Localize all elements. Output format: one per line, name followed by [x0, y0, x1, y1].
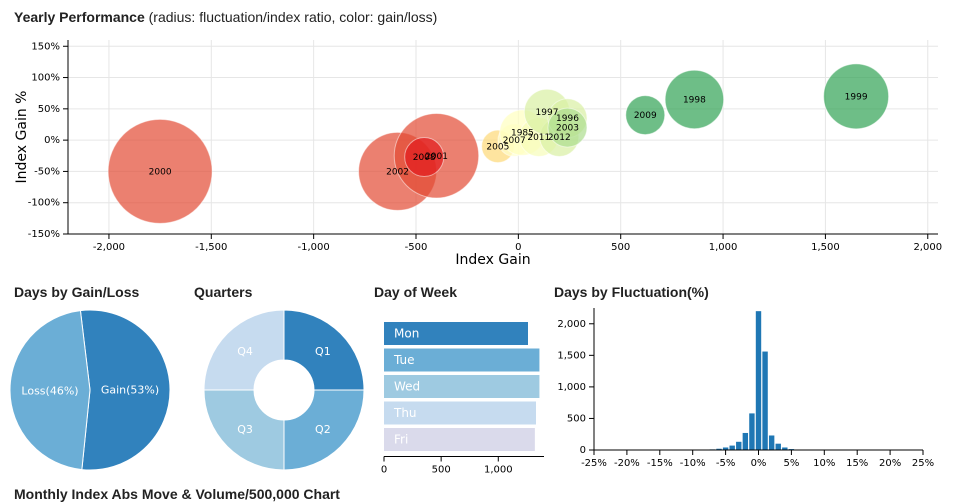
x-tick-label: -5% [716, 458, 735, 469]
slice-label: Q2 [315, 423, 331, 436]
x-tick-label: 1,000 [484, 465, 513, 476]
x-tick-label: -15% [647, 458, 673, 469]
x-tick-label: -500 [405, 242, 428, 253]
bubble-label: 2000 [149, 167, 172, 177]
bottom-chart-title: Monthly Index Abs Move & Volume/500,000 … [14, 486, 340, 502]
x-tick-label: 0% [751, 458, 767, 469]
x-tick-label: 500 [432, 465, 451, 476]
gainloss-title: Days by Gain/Loss [14, 284, 139, 300]
bubble-label: 1999 [845, 92, 868, 102]
fluct-title: Days by Fluctuation(%) [554, 284, 709, 300]
x-tick-label: 15% [846, 458, 868, 469]
x-tick-label: -20% [614, 458, 640, 469]
histogram-bar [756, 311, 761, 450]
y-tick-label: 500 [567, 413, 586, 424]
histogram-bar [743, 433, 748, 450]
y-tick-label: -100% [28, 198, 60, 209]
quarters-title: Quarters [194, 284, 252, 300]
bar-label: Tue [393, 353, 415, 367]
x-tick-label: 1,000 [709, 242, 738, 253]
bubble-label: 2008 [413, 153, 436, 163]
y-tick-label: 150% [31, 41, 60, 52]
y-tick-label: -150% [28, 229, 60, 240]
x-tick-label: 0 [381, 465, 387, 476]
slice-label: Loss(46%) [21, 384, 78, 397]
x-tick-label: 1,500 [811, 242, 840, 253]
bar-label: Thu [393, 406, 417, 420]
bubble-label: 2012 [548, 133, 571, 143]
histogram-bar [776, 444, 781, 450]
slice-label: Q3 [237, 423, 253, 436]
histogram-bar [762, 352, 767, 450]
bubble-label: 2003 [556, 124, 579, 134]
x-tick-label: -10% [680, 458, 706, 469]
y-tick-label: 2,000 [557, 319, 586, 330]
histogram-bar [729, 446, 734, 450]
bar-label: Fri [394, 433, 408, 447]
x-tick-label: -1,000 [298, 242, 330, 253]
bubble-label: 2009 [634, 111, 657, 121]
y-tick-label: 1,500 [557, 350, 586, 361]
y-tick-label: 1,000 [557, 382, 586, 393]
x-axis-label: Index Gain [455, 252, 530, 268]
x-tick-label: 10% [813, 458, 835, 469]
day-of-week-bar-chart[interactable]: Mon Tue Wed Thu Fri 0 500 1,000 [370, 300, 550, 480]
bubble-label: 1997 [536, 108, 559, 118]
y-tick-label: 50% [38, 104, 60, 115]
x-tick-label: 2,000 [913, 242, 942, 253]
bubble-label: 2011 [527, 133, 550, 143]
histogram-bar [749, 413, 754, 450]
x-tick-label: 5% [783, 458, 799, 469]
bubble-label: 2002 [386, 167, 409, 177]
x-tick-label: -2,000 [93, 242, 125, 253]
bar-label: Mon [394, 327, 419, 341]
x-tick-label: 500 [611, 242, 630, 253]
dow-title: Day of Week [374, 284, 457, 300]
y-tick-label: -50% [34, 166, 60, 177]
histogram-bar [769, 435, 774, 450]
y-axis-label: Index Gain % [14, 91, 30, 184]
quarters-donut-chart[interactable]: Q1 Q2 Q3 Q4 [180, 300, 360, 480]
y-tick-label: 0 [580, 445, 586, 456]
y-tick-label: 100% [31, 73, 60, 84]
bar-label: Wed [394, 380, 420, 394]
x-tick-label: -25% [581, 458, 607, 469]
histogram-bar [736, 442, 741, 450]
fluctuation-histogram[interactable]: 0 500 1,000 1,500 2,000 -25% -20% -15% -10% -5% 0%… [550, 300, 950, 480]
x-tick-label: -1,500 [195, 242, 227, 253]
x-tick-label: 20% [879, 458, 901, 469]
slice-label: Q4 [237, 345, 253, 358]
bubble-label: 1998 [683, 95, 706, 105]
slice-label: Q1 [315, 345, 331, 358]
x-tick-label: 25% [912, 458, 934, 469]
y-tick-label: 0% [44, 135, 60, 146]
slice-label: Gain(53%) [101, 384, 159, 397]
gainloss-pie-chart[interactable]: Gain(53%) Loss(46%) [0, 300, 180, 480]
